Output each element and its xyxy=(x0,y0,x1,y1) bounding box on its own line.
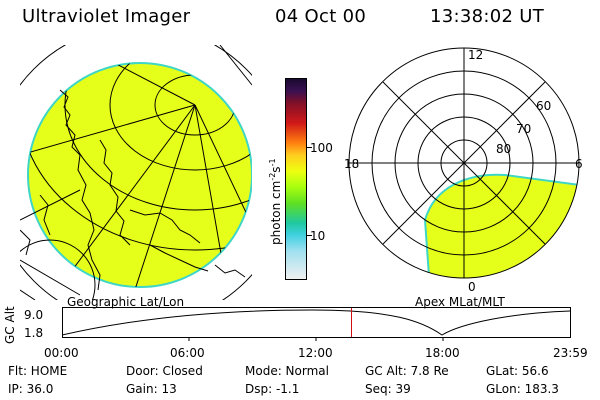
meridian xyxy=(194,104,252,226)
color-bar xyxy=(285,78,307,280)
orbit-ymax: 9.0 xyxy=(24,308,44,322)
lat-circle xyxy=(109,63,252,171)
mlt-label-18: 18 xyxy=(344,157,359,171)
info-glat: GLat: 56.6 xyxy=(486,364,549,378)
meridian xyxy=(28,104,196,156)
info-gc-alt: GC Alt: 7.8 Re xyxy=(365,364,449,378)
info-door: Door: Closed xyxy=(126,364,203,378)
info-flight: Flt: HOME xyxy=(8,364,68,378)
mlt-label-12: 12 xyxy=(468,48,483,62)
orbit-ymin: 1.8 xyxy=(24,326,44,340)
geographic-caption: Geographic Lat/Lon xyxy=(67,295,185,309)
info-dsp: Dsp: -1.1 xyxy=(245,382,300,396)
orbit-altitude-curve xyxy=(62,309,571,336)
orbit-frame xyxy=(62,307,571,338)
instrument-title: Ultraviolet Imager xyxy=(22,6,191,27)
date-label: 04 Oct 00 xyxy=(275,6,367,27)
colorbar-tick-100: 100 xyxy=(310,141,333,155)
orbit-tick-2: 12:00 xyxy=(298,346,333,360)
orbit-tick-3: 18:00 xyxy=(425,346,460,360)
info-mode: Mode: Normal xyxy=(245,364,329,378)
time-label: 13:38:02 UT xyxy=(430,6,545,27)
colorbar-tick-10: 10 xyxy=(310,229,326,243)
auroral-oval-region xyxy=(423,173,579,278)
colorbar-unit-label: photon cm-2s-1 xyxy=(268,158,283,245)
orbit-tick-0: 00:00 xyxy=(44,346,79,360)
colorbar-tickmark xyxy=(307,147,312,148)
polar-plot: 12 18 6 0 60 70 80 xyxy=(344,47,583,294)
mlt-label-0: 0 xyxy=(468,280,476,294)
mlt-label-6: 6 xyxy=(575,157,583,171)
orbit-altitude-chart xyxy=(62,307,571,341)
info-seq: Seq: 39 xyxy=(365,382,411,396)
polar-caption: Apex MLat/MLT xyxy=(415,295,505,309)
mlat-label-70: 70 xyxy=(516,122,531,136)
info-gain: Gain: 13 xyxy=(126,382,177,396)
mlat-label-80: 80 xyxy=(496,142,511,156)
orbit-ylabel: GC Alt xyxy=(3,306,17,344)
orbit-tick-4: 23:59 xyxy=(553,346,588,360)
info-ip: IP: 36.0 xyxy=(8,382,54,396)
mlat-label-60: 60 xyxy=(536,99,551,113)
uv-image-disc xyxy=(27,62,252,288)
orbit-tick-1: 06:00 xyxy=(170,346,205,360)
geographic-map xyxy=(20,45,252,300)
info-glon: GLon: 183.3 xyxy=(486,382,559,396)
meridian xyxy=(79,63,196,106)
meridian xyxy=(129,104,196,287)
lat-circle xyxy=(28,63,252,251)
colorbar-tickmark xyxy=(307,235,312,236)
